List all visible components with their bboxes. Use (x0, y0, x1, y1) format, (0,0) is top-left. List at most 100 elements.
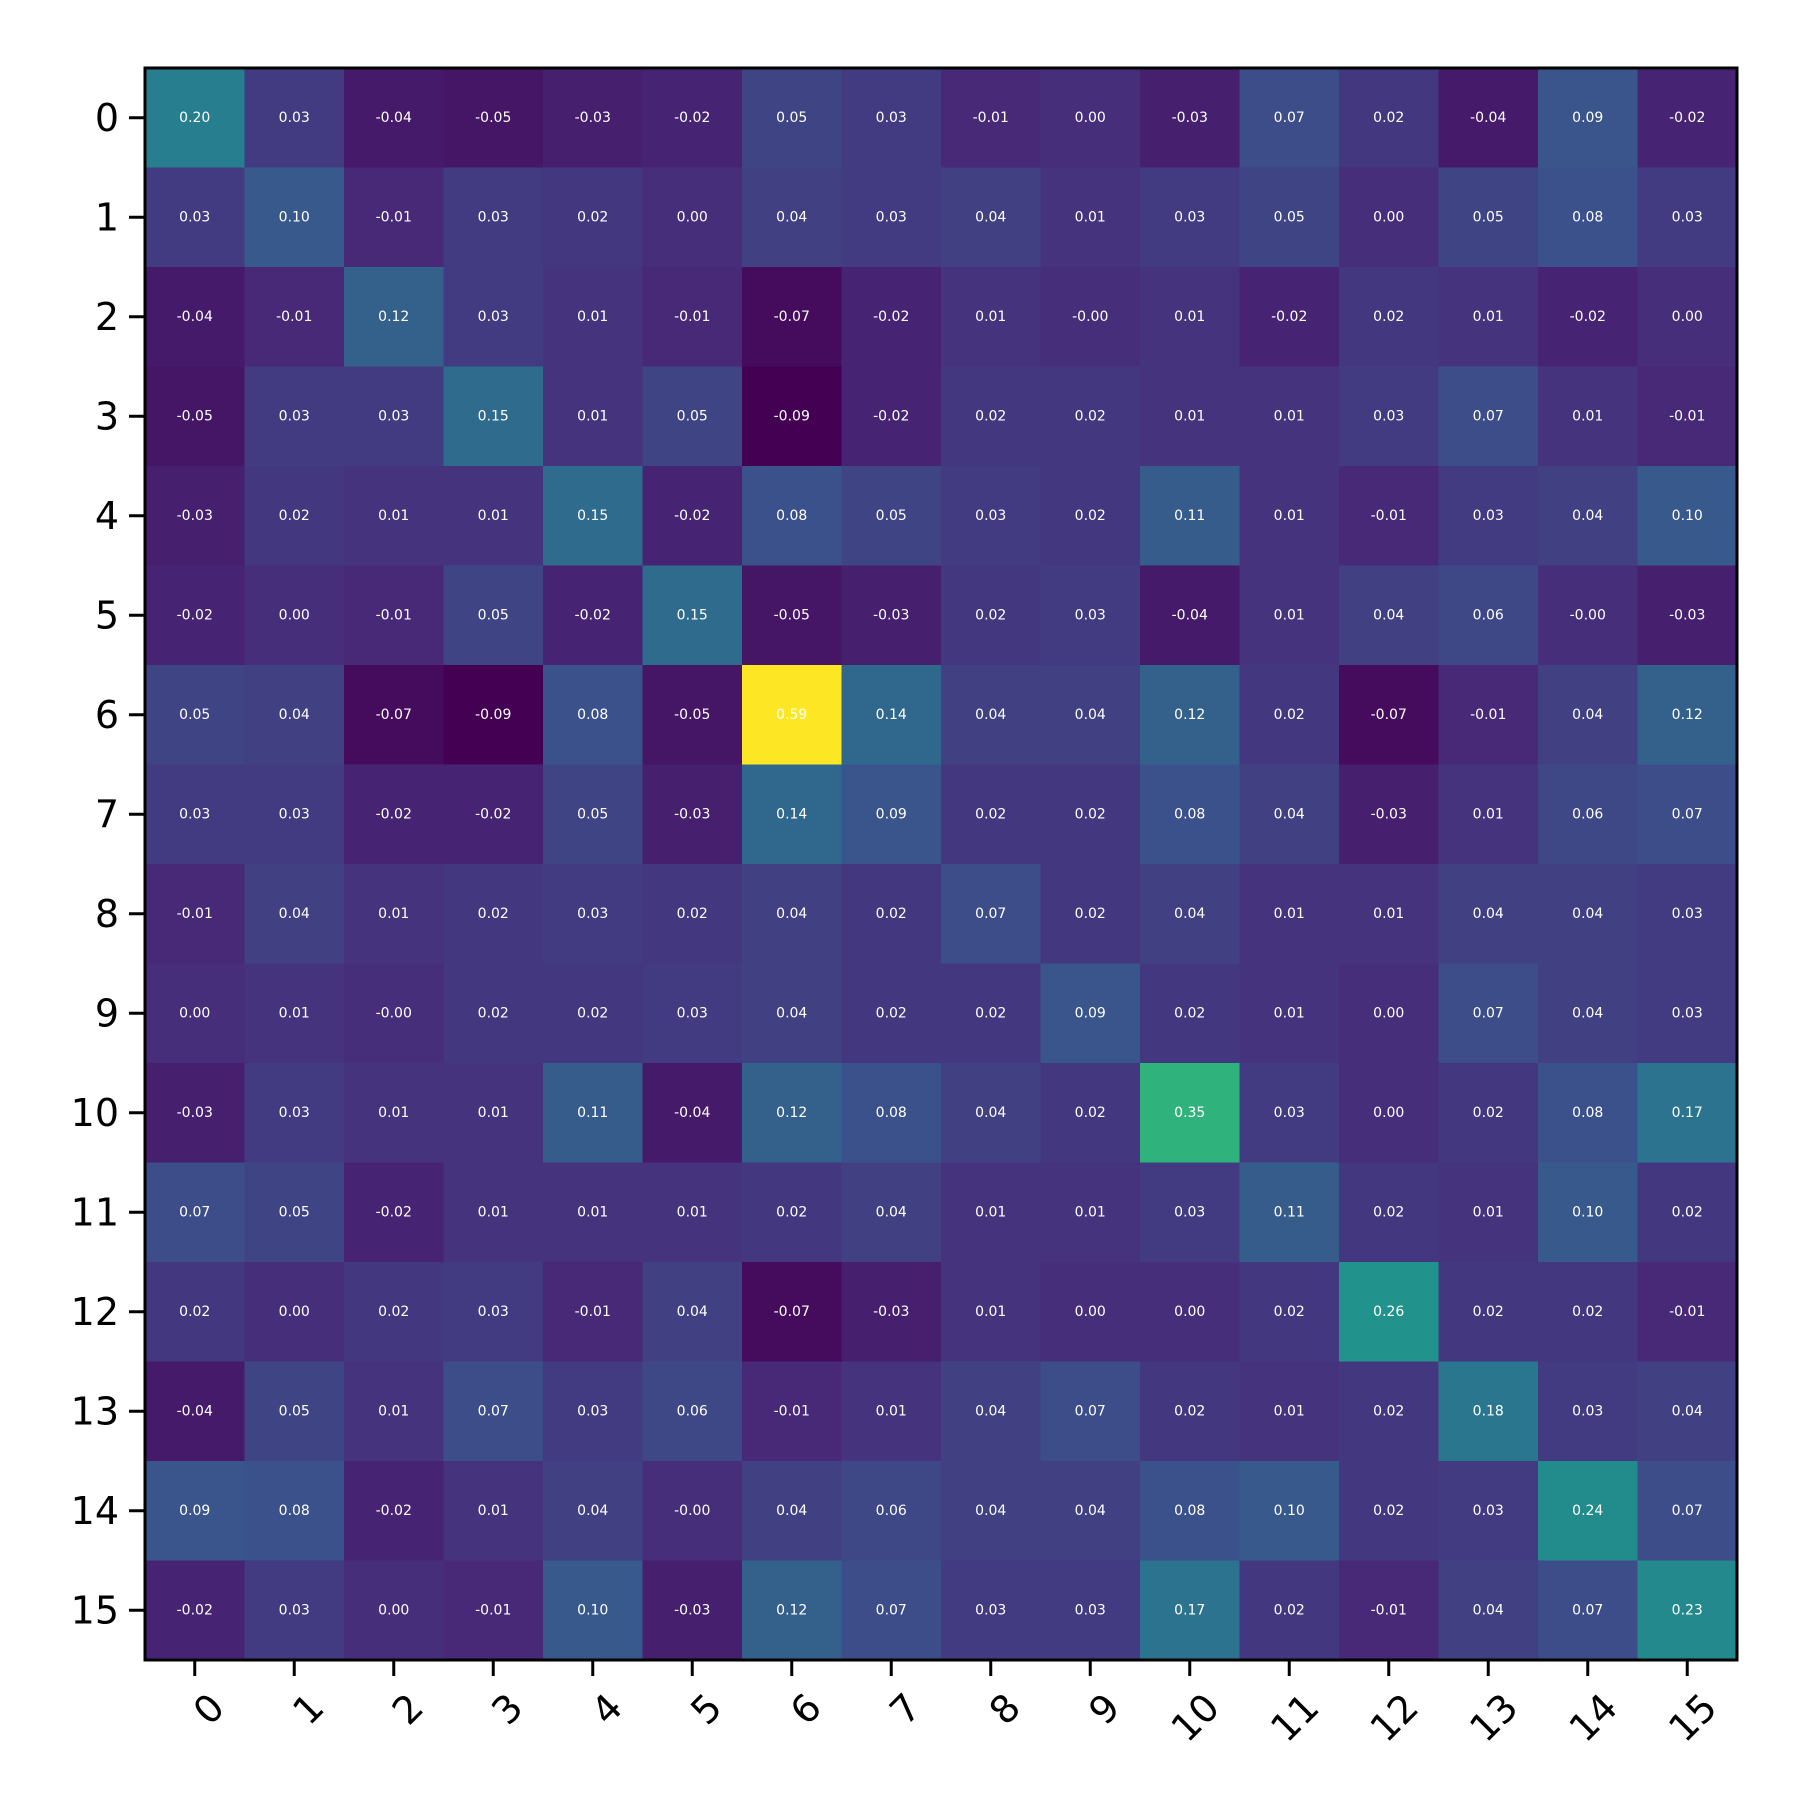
cell-value-label-r3-c4: 0.01 (577, 408, 608, 424)
heatmap-cell-r10-c3 (443, 1063, 544, 1163)
cell-value-label-r11-c5: 0.01 (677, 1204, 708, 1220)
heatmap-cell-r15-c1 (244, 1560, 345, 1661)
heatmap-cell-r1-c9 (1040, 167, 1141, 268)
cell-value-label-r1-c14: 0.08 (1572, 209, 1603, 225)
heatmap-cell-r14-c9 (1040, 1461, 1141, 1561)
cell-value-label-r15-c3: -0.01 (475, 1602, 511, 1618)
cell-value-label-r10-c7: 0.08 (876, 1105, 907, 1121)
cell-value-label-r15-c9: 0.03 (1075, 1602, 1106, 1618)
cell-value-label-r5-c0: -0.02 (177, 607, 213, 623)
cell-value-label-r4-c12: -0.01 (1371, 508, 1407, 524)
heatmap-cell-r0-c0 (145, 68, 245, 168)
cell-value-label-r10-c10: 0.35 (1174, 1105, 1205, 1121)
cell-value-label-r6-c8: 0.04 (975, 707, 1006, 723)
heatmap-cells (145, 68, 1738, 1661)
cell-value-label-r0-c14: 0.09 (1572, 110, 1603, 126)
heatmap-cell-r8-c14 (1538, 864, 1638, 964)
cell-value-label-r8-c10: 0.04 (1174, 906, 1205, 922)
cell-value-label-r11-c1: 0.05 (279, 1204, 310, 1220)
heatmap-cell-r6-c0 (145, 665, 245, 765)
cell-value-label-r5-c13: 0.06 (1473, 607, 1504, 623)
cell-value-label-r14-c7: 0.06 (876, 1503, 907, 1519)
heatmap-cell-r14-c4 (543, 1461, 643, 1561)
heatmap-cell-r3-c14 (1538, 366, 1638, 467)
cell-value-label-r6-c1: 0.04 (279, 707, 310, 723)
cell-value-label-r13-c0: -0.04 (177, 1403, 213, 1419)
heatmap-cell-r11-c10 (1140, 1162, 1240, 1263)
cell-value-label-r7-c9: 0.02 (1075, 806, 1106, 822)
cell-value-label-r2-c10: 0.01 (1174, 309, 1205, 325)
heatmap-cell-r0-c10 (1140, 68, 1240, 168)
cell-value-label-r8-c4: 0.03 (577, 906, 608, 922)
heatmap-cell-r15-c9 (1040, 1560, 1141, 1661)
heatmap-cell-r3-c13 (1438, 366, 1539, 467)
heatmap-cell-r7-c5 (642, 764, 743, 865)
heatmap-cell-r14-c13 (1438, 1461, 1539, 1561)
heatmap-cell-r10-c8 (941, 1063, 1041, 1163)
heatmap-cell-r9-c7 (841, 963, 942, 1064)
heatmap-cell-r15-c10 (1140, 1560, 1240, 1661)
x-tick-label-10: 10 (1163, 1685, 1228, 1750)
x-tick-label-2: 2 (384, 1685, 432, 1733)
y-tick-label-1: 1 (95, 195, 119, 239)
cell-value-label-r8-c7: 0.02 (876, 906, 907, 922)
cell-value-label-r8-c2: 0.01 (378, 906, 409, 922)
cell-value-label-r10-c15: 0.17 (1672, 1105, 1703, 1121)
heatmap-cell-r10-c7 (841, 1063, 942, 1163)
heatmap-cell-r4-c4 (543, 466, 643, 566)
cell-value-label-r13-c6: -0.01 (774, 1403, 810, 1419)
cell-value-label-r12-c12: 0.26 (1373, 1304, 1404, 1320)
cell-value-label-r5-c2: -0.01 (376, 607, 412, 623)
cell-value-label-r14-c3: 0.01 (478, 1503, 509, 1519)
cell-value-label-r4-c9: 0.02 (1075, 508, 1106, 524)
cell-value-label-r3-c6: -0.09 (774, 408, 810, 424)
heatmap-cell-r9-c9 (1040, 963, 1141, 1064)
heatmap-cell-r10-c1 (244, 1063, 345, 1163)
cell-value-label-r1-c13: 0.05 (1473, 209, 1504, 225)
heatmap-cell-r12-c6 (742, 1262, 842, 1362)
cell-value-label-r2-c0: -0.04 (177, 309, 213, 325)
heatmap-cell-r11-c7 (841, 1162, 942, 1263)
cell-value-label-r1-c9: 0.01 (1075, 209, 1106, 225)
cell-value-label-r12-c8: 0.01 (975, 1304, 1006, 1320)
cell-value-label-r10-c4: 0.11 (577, 1105, 608, 1121)
cell-value-label-r7-c11: 0.04 (1274, 806, 1305, 822)
heatmap-cell-r13-c8 (941, 1361, 1041, 1462)
cell-value-label-r15-c13: 0.04 (1473, 1602, 1504, 1618)
cell-value-label-r15-c8: 0.03 (975, 1602, 1006, 1618)
heatmap-cell-r1-c5 (642, 167, 743, 268)
heatmap-cell-r14-c0 (145, 1461, 245, 1561)
heatmap-cell-r3-c9 (1040, 366, 1141, 467)
cell-value-label-r14-c5: -0.00 (674, 1503, 710, 1519)
heatmap-cell-r13-c12 (1339, 1361, 1439, 1462)
cell-value-label-r7-c8: 0.02 (975, 806, 1006, 822)
cell-value-label-r4-c11: 0.01 (1274, 508, 1305, 524)
heatmap-cell-r9-c11 (1239, 963, 1340, 1064)
cell-value-label-r9-c8: 0.02 (975, 1005, 1006, 1021)
heatmap-cell-r2-c15 (1637, 267, 1738, 367)
heatmap-cell-r2-c0 (145, 267, 245, 367)
cell-value-label-r2-c9: -0.00 (1072, 309, 1108, 325)
heatmap-cell-r11-c8 (941, 1162, 1041, 1263)
heatmap-cell-r14-c3 (443, 1461, 544, 1561)
x-tick-label-7: 7 (881, 1685, 929, 1733)
cell-value-label-r5-c4: -0.02 (575, 607, 611, 623)
cell-value-label-r9-c1: 0.01 (279, 1005, 310, 1021)
cell-value-label-r3-c8: 0.02 (975, 408, 1006, 424)
cell-value-label-r14-c8: 0.04 (975, 1503, 1006, 1519)
cell-value-label-r6-c12: -0.07 (1371, 707, 1407, 723)
heatmap-cell-r10-c4 (543, 1063, 643, 1163)
cell-value-label-r1-c11: 0.05 (1274, 209, 1305, 225)
cell-value-label-r2-c3: 0.03 (478, 309, 509, 325)
heatmap-cell-r3-c15 (1637, 366, 1738, 467)
cell-value-label-r7-c15: 0.07 (1672, 806, 1703, 822)
heatmap-cell-r7-c14 (1538, 764, 1638, 865)
heatmap-cell-r12-c11 (1239, 1262, 1340, 1362)
heatmap-cell-r11-c12 (1339, 1162, 1439, 1263)
heatmap-cell-r8-c7 (841, 864, 942, 964)
cell-value-label-r5-c6: -0.05 (774, 607, 810, 623)
heatmap-cell-r3-c1 (244, 366, 345, 467)
heatmap-cell-r5-c11 (1239, 565, 1340, 666)
